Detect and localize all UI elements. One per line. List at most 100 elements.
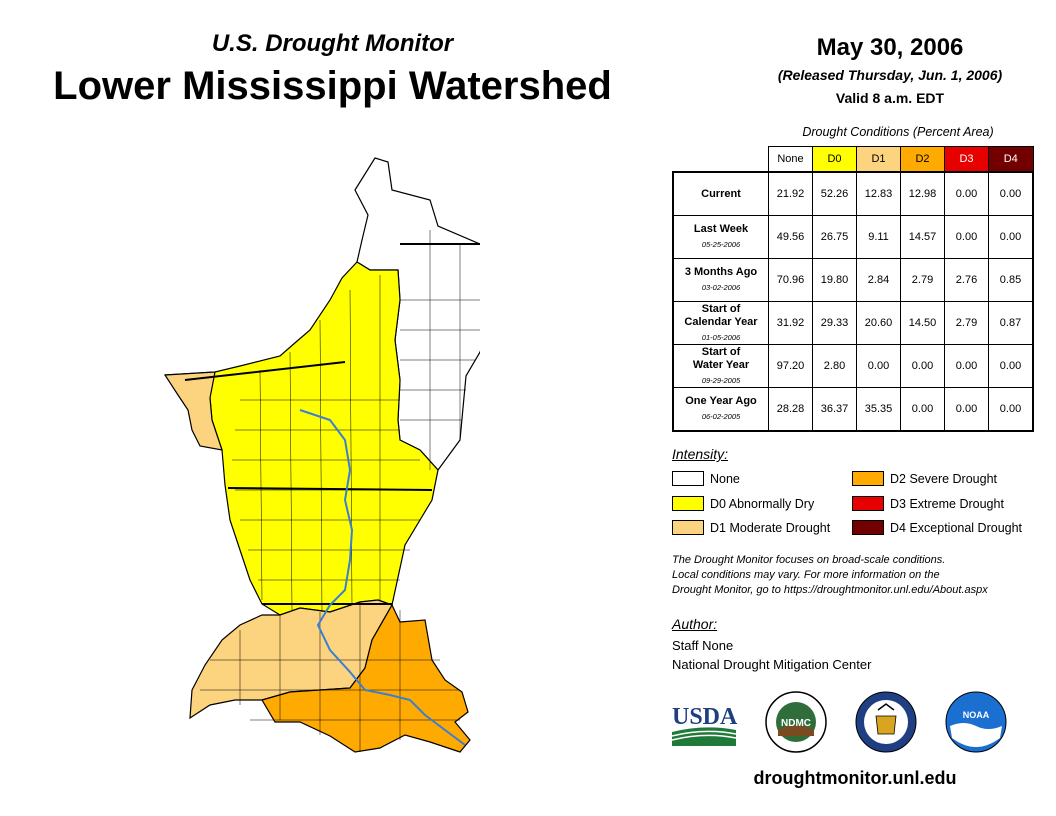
legend-swatch [852,471,884,486]
table-cell: 0.00 [856,344,901,388]
author-name: Staff None [672,638,734,653]
legend-item: D1 Moderate Drought [672,520,830,535]
map-region-d2 [261,603,471,753]
note-line-1: The Drought Monitor focuses on broad-sca… [672,554,946,566]
row-date: 05-25-2006 [701,240,741,249]
table-cell: 2.84 [856,258,901,302]
table-row: 3 Months Ago 03-02-2006 70.96 19.80 2.84 2.79… [672,258,1034,302]
table-cell: 19.80 [812,258,857,302]
table-cell: 29.33 [812,301,857,345]
table-cell: 0.00 [900,387,945,432]
table-cell: 26.75 [812,215,857,259]
table-cell: 35.35 [856,387,901,432]
row-label: Current [672,171,769,216]
table-cell: 0.00 [988,171,1034,216]
col-header-d4: D4 [988,146,1034,173]
release-date: (Released Thursday, Jun. 1, 2006) [777,67,1003,83]
map-title: Lower Mississippi Watershed [53,64,612,108]
legend-item: D0 Abnormally Dry [672,496,814,511]
col-header-d3: D3 [944,146,989,173]
author-heading: Author: [672,616,718,632]
row-label-line1: 3 Months Ago [684,266,758,278]
row-date: 03-02-2006 [701,283,741,292]
table-cell: 20.60 [856,301,901,345]
table-cell: 2.76 [944,258,989,302]
note-line-2: Local conditions may vary. For more info… [672,569,940,581]
legend-swatch [672,496,704,511]
legend-label: D3 Extreme Drought [890,496,1004,511]
legend-label: None [710,471,740,486]
svg-text:NOAA: NOAA [963,710,990,720]
map-region-d1-west [163,371,223,451]
row-label-line2: Water Year [692,358,750,371]
table-cell: 49.56 [768,215,813,259]
table-cell: 2.79 [900,258,945,302]
table-cell: 0.85 [988,258,1034,302]
table-row: One Year Ago 06-02-2005 28.28 36.37 35.35 0.0… [672,387,1034,432]
table-cell: 0.00 [944,171,989,216]
legend-label: D4 Exceptional Drought [890,520,1023,535]
table-row: Start of Calendar Year 01-05-2006 31.92 29.3… [672,301,1034,345]
table-cell: 97.20 [768,344,813,388]
footer-url[interactable]: droughtmonitor.unl.edu [753,768,957,788]
ndmc-logo: NDMC [765,691,827,753]
col-header-d0: D0 [812,146,857,173]
table-cell: 0.00 [988,215,1034,259]
table-cell: 14.50 [900,301,945,345]
table-cell: 2.80 [812,344,857,388]
svg-text:NDMC: NDMC [781,718,811,729]
table-cell: 0.00 [944,215,989,259]
legend-item: D4 Exceptional Drought [852,520,1022,535]
row-label-line1: Start of [701,345,741,358]
noaa-logo: NOAA [945,691,1007,753]
legend-item: D2 Severe Drought [852,471,997,486]
commerce-seal-logo [855,691,917,753]
legend-label: D1 Moderate Drought [710,520,831,535]
table-cell: 36.37 [812,387,857,432]
map-subtitle: U.S. Drought Monitor [211,30,454,57]
row-label-line2: Calendar Year [684,315,758,328]
col-header-d2: D2 [900,146,945,173]
row-label: Start of Calendar Year 01-05-2006 [672,301,769,345]
table-cell: 0.00 [944,344,989,388]
legend-label: D2 Severe Drought [890,471,998,486]
legend-item: D3 Extreme Drought [852,496,1004,511]
table-header-blank [673,147,769,173]
drought-conditions-table: None D0 D1 D2 D3 D4 Current 21.92 52.26 12.… [672,146,1034,432]
table-cell: 52.26 [812,171,857,216]
row-label: Last Week 05-25-2006 [672,215,769,259]
table-row: Current 21.92 52.26 12.83 12.98 0.00 0.00 [672,171,1034,216]
legend-label: D0 Abnormally Dry [710,496,815,511]
legend-swatch [672,520,704,535]
row-label-line1: Current [701,187,741,200]
table-cell: 0.87 [988,301,1034,345]
table-cell: 12.98 [900,171,945,216]
info-note: The Drought Monitor focuses on broad-sca… [672,553,1042,598]
table-header-row: None D0 D1 D2 D3 D4 [673,146,1034,173]
table-row: Last Week 05-25-2006 49.56 26.75 9.11 14.57 0.… [672,215,1034,259]
row-label: 3 Months Ago 03-02-2006 [672,258,769,302]
table-cell: 28.28 [768,387,813,432]
table-cell: 0.00 [944,387,989,432]
legend-item: None [672,471,740,486]
table-caption: Drought Conditions (Percent Area) [802,125,994,139]
legend-heading: Intensity: [672,446,729,462]
table-cell: 21.92 [768,171,813,216]
legend-swatch [672,471,704,486]
state-borders [184,243,480,605]
mississippi-river [299,409,466,746]
row-date: 06-02-2005 [701,412,741,421]
legend-swatch [852,496,884,511]
table-cell: 12.83 [856,171,901,216]
table-cell: 2.79 [944,301,989,345]
map-region-d0 [164,261,439,616]
table-cell: 31.92 [768,301,813,345]
table-cell: 0.00 [988,344,1034,388]
table-cell: 14.57 [900,215,945,259]
table-cell: 0.00 [900,344,945,388]
row-date: 09-29-2005 [701,375,741,385]
map-date: May 30, 2006 [816,34,964,61]
author-org: National Drought Mitigation Center [672,657,872,672]
table-cell: 9.11 [856,215,901,259]
table-cell: 70.96 [768,258,813,302]
